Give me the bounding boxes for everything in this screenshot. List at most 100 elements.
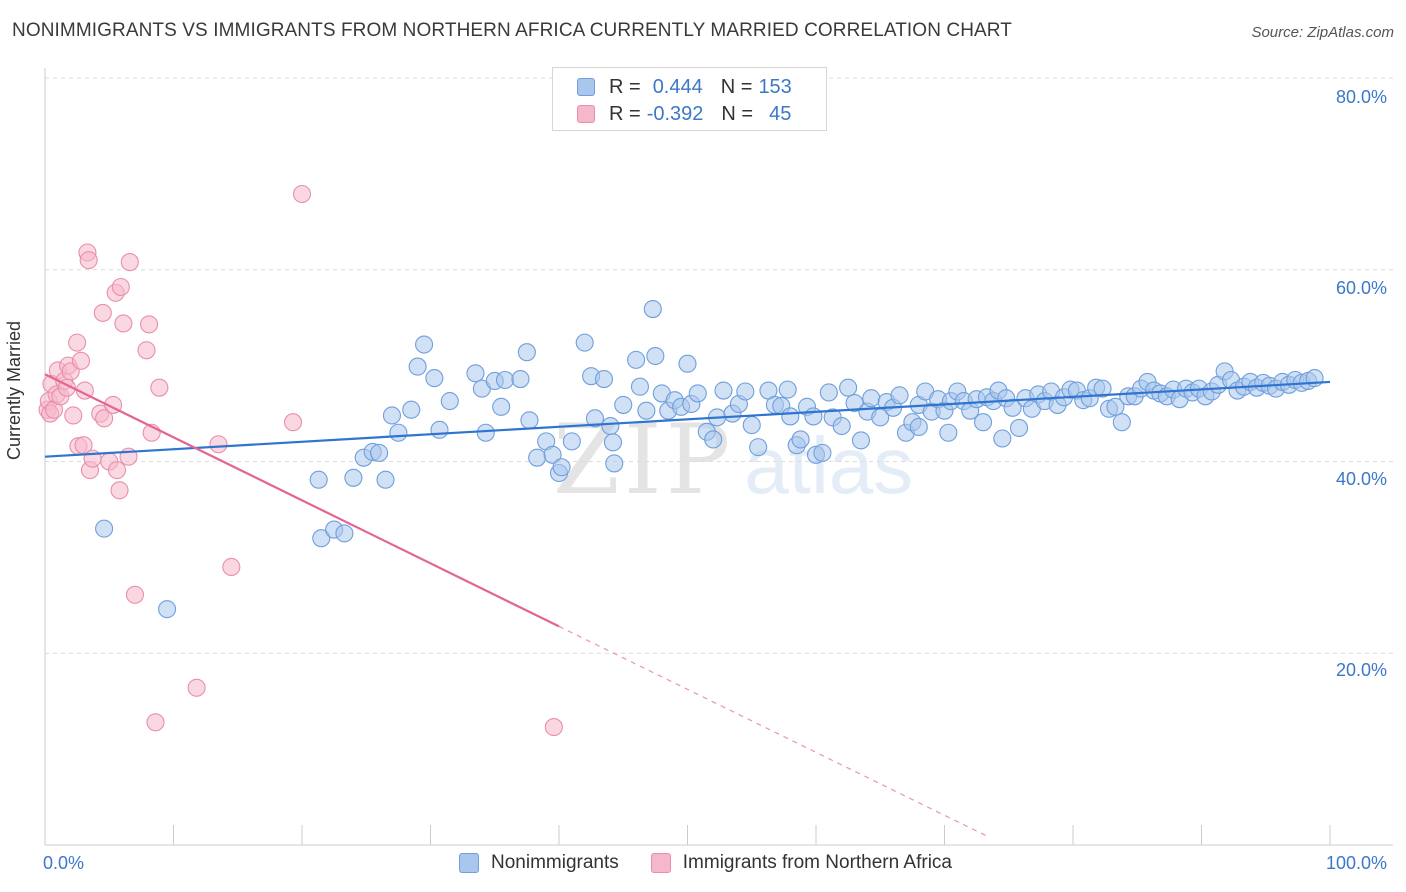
nonimmigrants-point: [890, 386, 909, 405]
nonimmigrants-point: [312, 529, 331, 548]
nonimmigrants-point: [614, 395, 633, 414]
gridlines: [45, 77, 1393, 654]
nonimmigrants-point: [601, 416, 620, 436]
nonimmigrants-point: [804, 407, 823, 426]
immigrants-point: [283, 413, 303, 432]
immigrants-point: [93, 303, 112, 322]
immigrants-point: [120, 253, 139, 272]
r-label: R =: [609, 75, 641, 98]
nonimmigrants-point: [688, 384, 707, 403]
immigrants-point: [107, 461, 127, 480]
blue-swatch: [577, 78, 595, 96]
immigrants-point: [68, 333, 87, 352]
nonimmigrants-point: [562, 432, 581, 451]
x-tick-label-max: 100.0%: [1326, 853, 1388, 873]
immigrants-point: [292, 184, 312, 204]
nonimmigrants-point: [643, 300, 662, 319]
nonimmigrants-point: [511, 369, 530, 389]
nonimmigrants-point: [520, 411, 539, 430]
nonimmigrants-point: [742, 416, 761, 435]
immigrants-point: [114, 314, 133, 333]
nonimmigrants-point: [939, 423, 958, 442]
axes: [44, 68, 1393, 846]
blue-swatch: [459, 853, 479, 873]
immigrants-point: [137, 341, 156, 360]
nonimmigrants-point: [909, 417, 928, 437]
immigrants-point: [146, 713, 165, 732]
nonimmigrants-point: [158, 600, 177, 619]
nonimmigrants-point: [376, 470, 395, 489]
nonimmigrants-point: [408, 357, 427, 376]
nonimmigrants-point: [430, 420, 449, 439]
r-value: 0.444: [652, 75, 703, 98]
nonimmigrants-point: [425, 369, 444, 388]
nonimmigrants-point: [309, 470, 328, 489]
nonimmigrants-point: [440, 392, 459, 411]
n-label: N =: [720, 75, 753, 98]
nonimmigrants-point: [1093, 379, 1112, 398]
immigrants-point: [125, 585, 144, 604]
immigrants-point: [544, 718, 563, 737]
immigrants-point: [140, 315, 159, 334]
nonimmigrants-point: [851, 431, 871, 450]
pink-swatch: [650, 853, 671, 873]
nonimmigrants-point: [832, 416, 851, 436]
nonimmigrants-point: [1112, 413, 1131, 432]
nonimmigrants-point: [594, 369, 614, 389]
nonimmigrants-point: [1009, 418, 1029, 437]
nonimmigrants-point: [495, 370, 515, 390]
nonimmigrants-point: [845, 393, 864, 413]
y-tick-label-40: 40.0%: [1336, 469, 1388, 489]
immigrants-point: [222, 557, 241, 577]
nonimmigrants-point: [402, 400, 421, 419]
nonimmigrants-point: [344, 468, 363, 487]
immigrants-trend-line: [44, 373, 560, 628]
nonimmigrants-point: [630, 377, 650, 396]
source-credit: Source: ZipAtlas.com: [1251, 24, 1394, 41]
pink-swatch: [577, 105, 595, 123]
nonimmigrants-point: [627, 350, 646, 369]
immigrants-point: [111, 277, 130, 297]
nonimmigrants-point: [492, 397, 511, 416]
nonimmigrants-point: [993, 429, 1012, 448]
chart-title: NONIMMIGRANTS VS IMMIGRANTS FROM NORTHER…: [12, 20, 1012, 41]
nonimmigrants-point: [95, 519, 114, 538]
nonimmigrants-point: [973, 413, 993, 432]
legend-item-immigrants[interactable]: Immigrants from Northern Africa: [650, 852, 953, 874]
y-axis-label: Currently Married: [4, 320, 24, 460]
nonimmigrants-point: [370, 443, 389, 462]
immigrants-point: [187, 678, 206, 697]
nonimmigrants-point: [736, 382, 755, 401]
legend-label: Immigrants from Northern Africa: [682, 852, 953, 873]
nonimmigrants-point: [389, 423, 408, 442]
nonimmigrants-point: [575, 333, 594, 352]
nonimmigrants-point: [585, 409, 605, 428]
nonimmigrants-point: [704, 430, 723, 449]
stats-legend-row-immigrants: R = -0.392 N = 45: [577, 102, 791, 126]
y-tick-label-60: 60.0%: [1336, 278, 1388, 298]
nonimmigrants-point: [517, 343, 536, 362]
nonimmigrants-point: [678, 354, 697, 373]
r-label: R =: [609, 102, 641, 125]
legend-item-nonimmigrants[interactable]: Nonimmigrants: [459, 852, 619, 874]
immigrants-point: [71, 351, 91, 370]
nonimmigrants-point: [646, 346, 665, 366]
nonimmigrants-point: [1106, 397, 1125, 416]
nonimmigrants-point: [714, 381, 733, 400]
trend-lines: [44, 373, 1331, 838]
nonimmigrants-point: [791, 430, 810, 449]
nonimmigrants-point: [466, 364, 485, 383]
nonimmigrants-point: [415, 335, 434, 354]
nonimmigrants-point: [476, 423, 495, 442]
nonimmigrants-point: [605, 454, 624, 473]
nonimmigrants-point: [819, 383, 838, 402]
n-value: 153: [758, 75, 792, 98]
nonimmigrants-point: [813, 443, 832, 462]
immigrants-point: [95, 409, 114, 428]
y-tick-label-80: 80.0%: [1336, 87, 1388, 107]
immigrants-point: [79, 251, 98, 270]
nonimmigrants-point: [552, 458, 571, 477]
legend-label: Nonimmigrants: [491, 852, 619, 873]
r-value: -0.392: [646, 102, 704, 125]
